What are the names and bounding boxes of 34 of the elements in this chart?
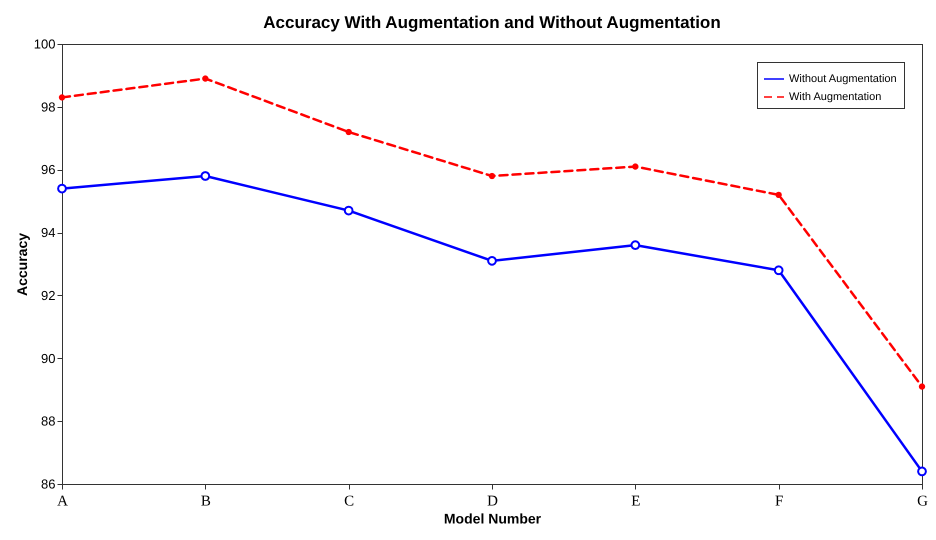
point xyxy=(346,128,352,136)
x-tick-label: D xyxy=(487,494,498,510)
point xyxy=(487,256,497,266)
y-tick-label: 98 xyxy=(41,99,56,114)
point xyxy=(776,192,782,198)
y-tick-label: 90 xyxy=(41,350,56,366)
x-tick-label: B xyxy=(200,494,211,510)
y-axis-title: Accuracy xyxy=(14,232,30,296)
y-tick-label: 96 xyxy=(41,162,56,178)
point xyxy=(488,172,496,180)
point xyxy=(344,206,354,216)
x-tick-label: G xyxy=(917,494,928,510)
y-tick-label: 100 xyxy=(34,36,56,52)
legend-label: With Augmentation xyxy=(789,91,882,103)
chart-title: Accuracy With Augmentation and Without Augmentation xyxy=(263,13,721,32)
y-tick-label: 94 xyxy=(41,225,56,240)
legend-label: Without Augmentation xyxy=(789,73,897,85)
point xyxy=(200,171,210,181)
x-tick-label: F xyxy=(774,494,784,510)
y-tick-label: 86 xyxy=(41,476,56,492)
point xyxy=(57,184,67,194)
x-tick-label: A xyxy=(57,494,68,510)
y-tick-label: 88 xyxy=(41,414,56,429)
point xyxy=(632,163,638,170)
x-tick-label: E xyxy=(631,494,640,510)
point xyxy=(774,265,784,276)
point xyxy=(202,75,208,82)
point xyxy=(630,240,640,250)
y-tick-label: 92 xyxy=(41,288,56,303)
point xyxy=(917,466,927,476)
x-axis-title: Model Number xyxy=(444,510,542,526)
point xyxy=(918,383,926,390)
x-tick-label: C xyxy=(344,494,354,510)
point xyxy=(58,94,66,101)
